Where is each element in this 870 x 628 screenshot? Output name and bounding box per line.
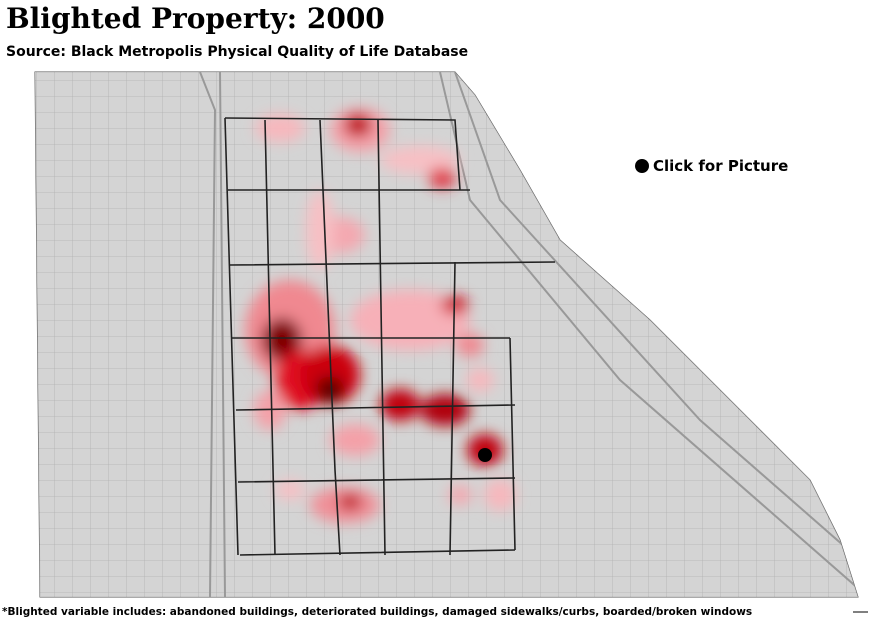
heat-blob [330,424,380,456]
picture-link[interactable] [478,448,492,462]
heat-blob [300,345,360,405]
legend-label: Click for Picture [653,157,788,175]
heat-blob [275,480,305,500]
heat-blob [448,485,472,505]
heat-blob [255,114,305,142]
heat-blob [350,290,470,350]
source: Source: Black Metropolis Physical Qualit… [6,44,469,60]
footnote: *Blighted variable includes: abandoned b… [2,606,753,618]
heat-blob [338,494,362,510]
heat-blob [456,333,484,357]
heat-blob [484,479,516,511]
legend-dot [635,159,649,173]
heat-blob [316,376,344,404]
major-roads [224,117,556,556]
heat-blob [306,190,334,270]
heat-blob [420,394,470,426]
heat-blob [380,146,460,174]
heat-blob [428,168,456,188]
heat-blob [380,389,420,421]
heat-blob [466,368,494,392]
heat-blob [262,318,302,362]
heat-blob [344,113,372,137]
title: Blighted Property: 2000 [6,2,385,35]
